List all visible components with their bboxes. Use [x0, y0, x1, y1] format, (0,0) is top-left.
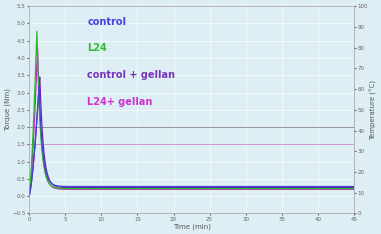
X-axis label: Time (min): Time (min)	[173, 223, 211, 230]
Text: control + gellan: control + gellan	[88, 70, 176, 80]
Y-axis label: Torque (Nm): Torque (Nm)	[4, 88, 11, 131]
Y-axis label: Temperature (°C): Temperature (°C)	[370, 80, 377, 140]
Text: L24: L24	[88, 44, 107, 54]
Text: L24+ gellan: L24+ gellan	[88, 97, 153, 107]
Text: control: control	[88, 17, 126, 26]
